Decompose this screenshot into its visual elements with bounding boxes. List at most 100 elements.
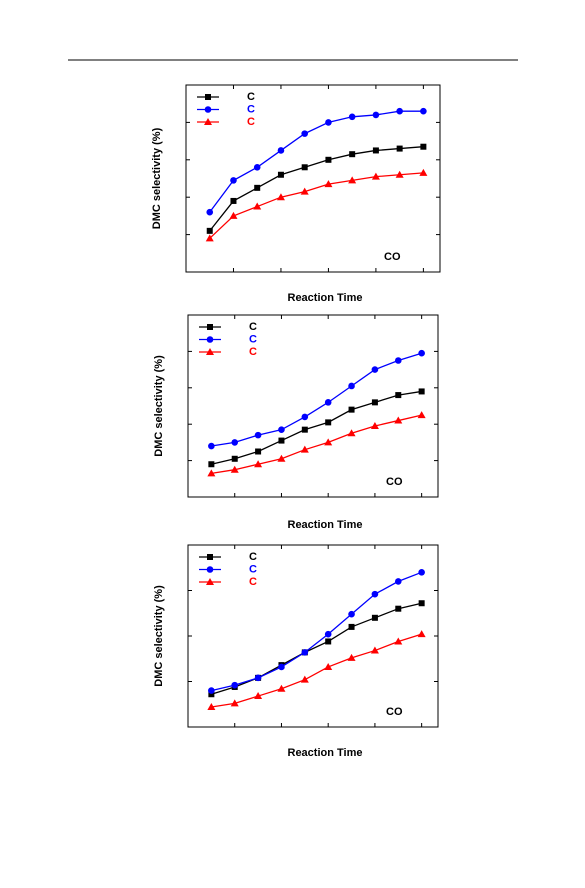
legend-marker: [204, 106, 212, 113]
marker: [208, 687, 215, 694]
marker: [324, 399, 332, 406]
legend-label: C: [249, 576, 257, 588]
marker: [348, 176, 357, 184]
marker: [230, 197, 237, 204]
marker: [372, 111, 380, 119]
series-line: [209, 172, 424, 239]
marker: [324, 630, 332, 638]
legend-marker: [207, 324, 213, 330]
marker: [418, 600, 425, 607]
marker: [347, 429, 356, 437]
marker: [370, 422, 379, 430]
marker: [278, 426, 285, 433]
legend-label: C: [249, 346, 257, 358]
marker: [254, 692, 263, 700]
marker: [348, 610, 355, 618]
marker: [277, 147, 285, 154]
marker: [371, 172, 380, 180]
annotation: CO: [386, 476, 403, 488]
marker: [325, 119, 332, 126]
marker: [395, 392, 402, 399]
marker: [394, 637, 403, 645]
series-line: [209, 110, 424, 213]
marker: [206, 227, 213, 234]
marker: [394, 578, 402, 585]
marker: [277, 171, 284, 178]
marker: [394, 357, 402, 364]
marker: [208, 691, 215, 698]
marker: [324, 180, 333, 188]
marker: [231, 439, 239, 446]
marker: [371, 614, 378, 621]
marker: [300, 187, 309, 195]
marker: [418, 388, 425, 395]
marker: [324, 662, 333, 670]
marker: [254, 674, 262, 682]
legend-marker: [206, 566, 214, 573]
marker: [324, 438, 333, 446]
legend-label: C: [249, 321, 257, 333]
legend-marker: [207, 554, 213, 560]
x-axis-label: Reaction Time: [288, 747, 363, 759]
marker: [208, 461, 215, 468]
marker: [395, 170, 404, 178]
marker: [300, 445, 309, 453]
annotation: CO: [386, 706, 403, 718]
marker: [420, 143, 427, 150]
marker: [230, 177, 237, 184]
marker: [231, 455, 238, 462]
marker: [418, 349, 425, 357]
marker: [255, 448, 262, 455]
marker: [254, 460, 263, 468]
y-axis-label: DMC selectivity (%): [151, 127, 163, 229]
marker: [207, 702, 216, 710]
y-axis-label: DMC selectivity (%): [153, 585, 165, 687]
marker: [325, 156, 332, 163]
legend-label: C: [249, 333, 257, 345]
marker: [301, 130, 308, 137]
marker: [347, 653, 356, 661]
marker: [348, 623, 355, 630]
marker: [418, 569, 425, 576]
marker: [277, 454, 286, 462]
marker: [206, 208, 214, 216]
marker: [229, 211, 238, 219]
marker: [278, 437, 285, 444]
marker: [370, 646, 379, 654]
series-line: [211, 390, 422, 465]
marker: [349, 151, 356, 158]
marker: [230, 465, 239, 473]
marker: [231, 681, 239, 689]
marker: [301, 413, 309, 421]
marker: [207, 469, 216, 477]
marker: [301, 164, 308, 171]
legend-label: C: [249, 551, 257, 563]
legend-label: C: [247, 91, 255, 103]
series-line: [211, 571, 422, 692]
marker: [395, 605, 402, 612]
marker: [420, 107, 427, 115]
series-line: [211, 633, 422, 708]
plot-frame: [185, 84, 441, 273]
marker: [301, 649, 309, 656]
legend-marker: [206, 348, 214, 355]
marker: [205, 234, 214, 242]
legend-marker: [205, 94, 211, 100]
marker: [208, 442, 215, 450]
plot-frame: [187, 544, 439, 728]
series-line: [211, 352, 422, 447]
marker: [277, 684, 286, 692]
marker: [276, 193, 285, 201]
marker: [371, 590, 379, 598]
marker: [372, 147, 379, 154]
legend-marker: [204, 118, 212, 125]
marker: [394, 416, 403, 424]
marker: [371, 399, 378, 406]
marker: [419, 168, 428, 176]
marker: [417, 630, 426, 638]
marker: [253, 163, 261, 171]
marker: [371, 366, 379, 373]
marker: [348, 406, 355, 413]
